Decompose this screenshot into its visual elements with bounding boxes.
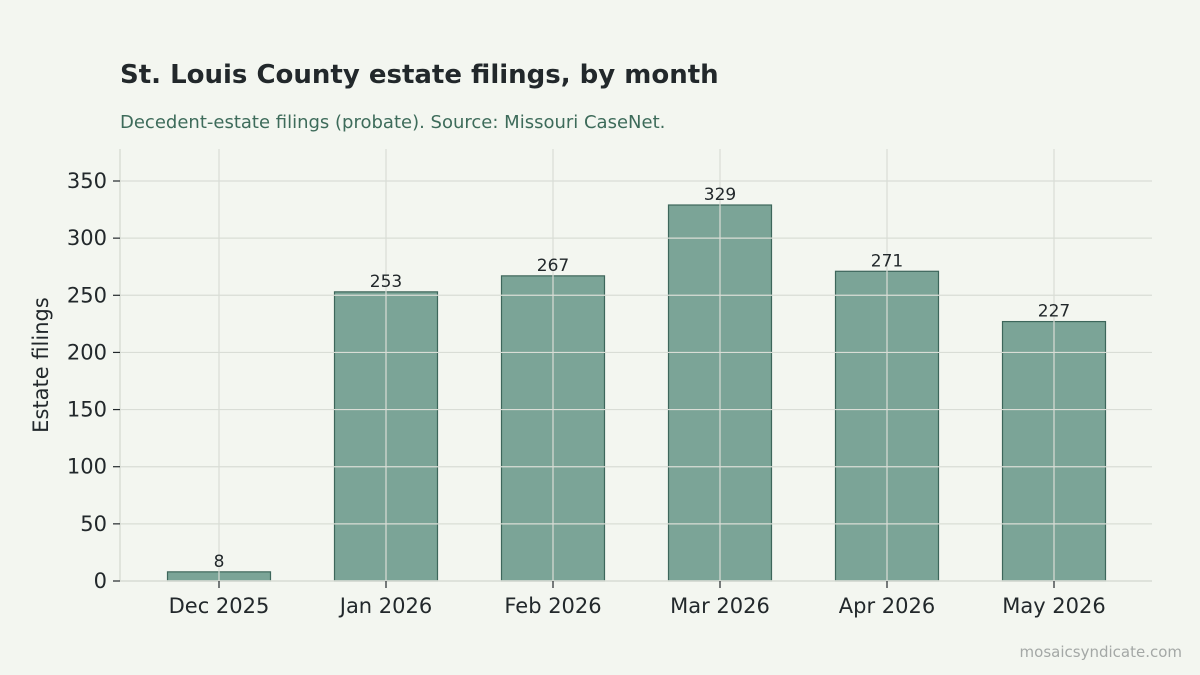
data-label-5: 227 bbox=[1038, 302, 1070, 322]
y-tick-label-0: 0 bbox=[94, 569, 107, 593]
watermark: mosaicsyndicate.com bbox=[1019, 643, 1182, 661]
chart-title: St. Louis County estate filings, by mont… bbox=[120, 60, 719, 90]
y-tick-label-6: 300 bbox=[67, 226, 107, 250]
y-tick-label-2: 100 bbox=[67, 455, 107, 479]
y-axis-label: Estate filings bbox=[29, 297, 53, 433]
y-tick-label-5: 250 bbox=[67, 283, 107, 307]
x-tick-label-3: Mar 2026 bbox=[670, 594, 770, 618]
y-tick-label-3: 150 bbox=[67, 398, 107, 422]
y-tick-label-1: 50 bbox=[80, 512, 107, 536]
data-label-1: 253 bbox=[370, 272, 402, 292]
y-tick-label-4: 200 bbox=[67, 340, 107, 364]
x-tick-label-1: Jan 2026 bbox=[338, 594, 433, 618]
data-label-4: 271 bbox=[871, 251, 903, 271]
x-tick-label-5: May 2026 bbox=[1002, 594, 1106, 618]
data-label-0: 8 bbox=[214, 552, 225, 572]
chart-subtitle: Decedent-estate filings (probate). Sourc… bbox=[120, 112, 666, 133]
x-tick-label-4: Apr 2026 bbox=[839, 594, 935, 618]
data-label-2: 267 bbox=[537, 256, 569, 276]
data-label-3: 329 bbox=[704, 185, 736, 205]
x-tick-label-0: Dec 2025 bbox=[169, 594, 270, 618]
y-tick-label-7: 350 bbox=[67, 169, 107, 193]
x-tick-label-2: Feb 2026 bbox=[504, 594, 601, 618]
